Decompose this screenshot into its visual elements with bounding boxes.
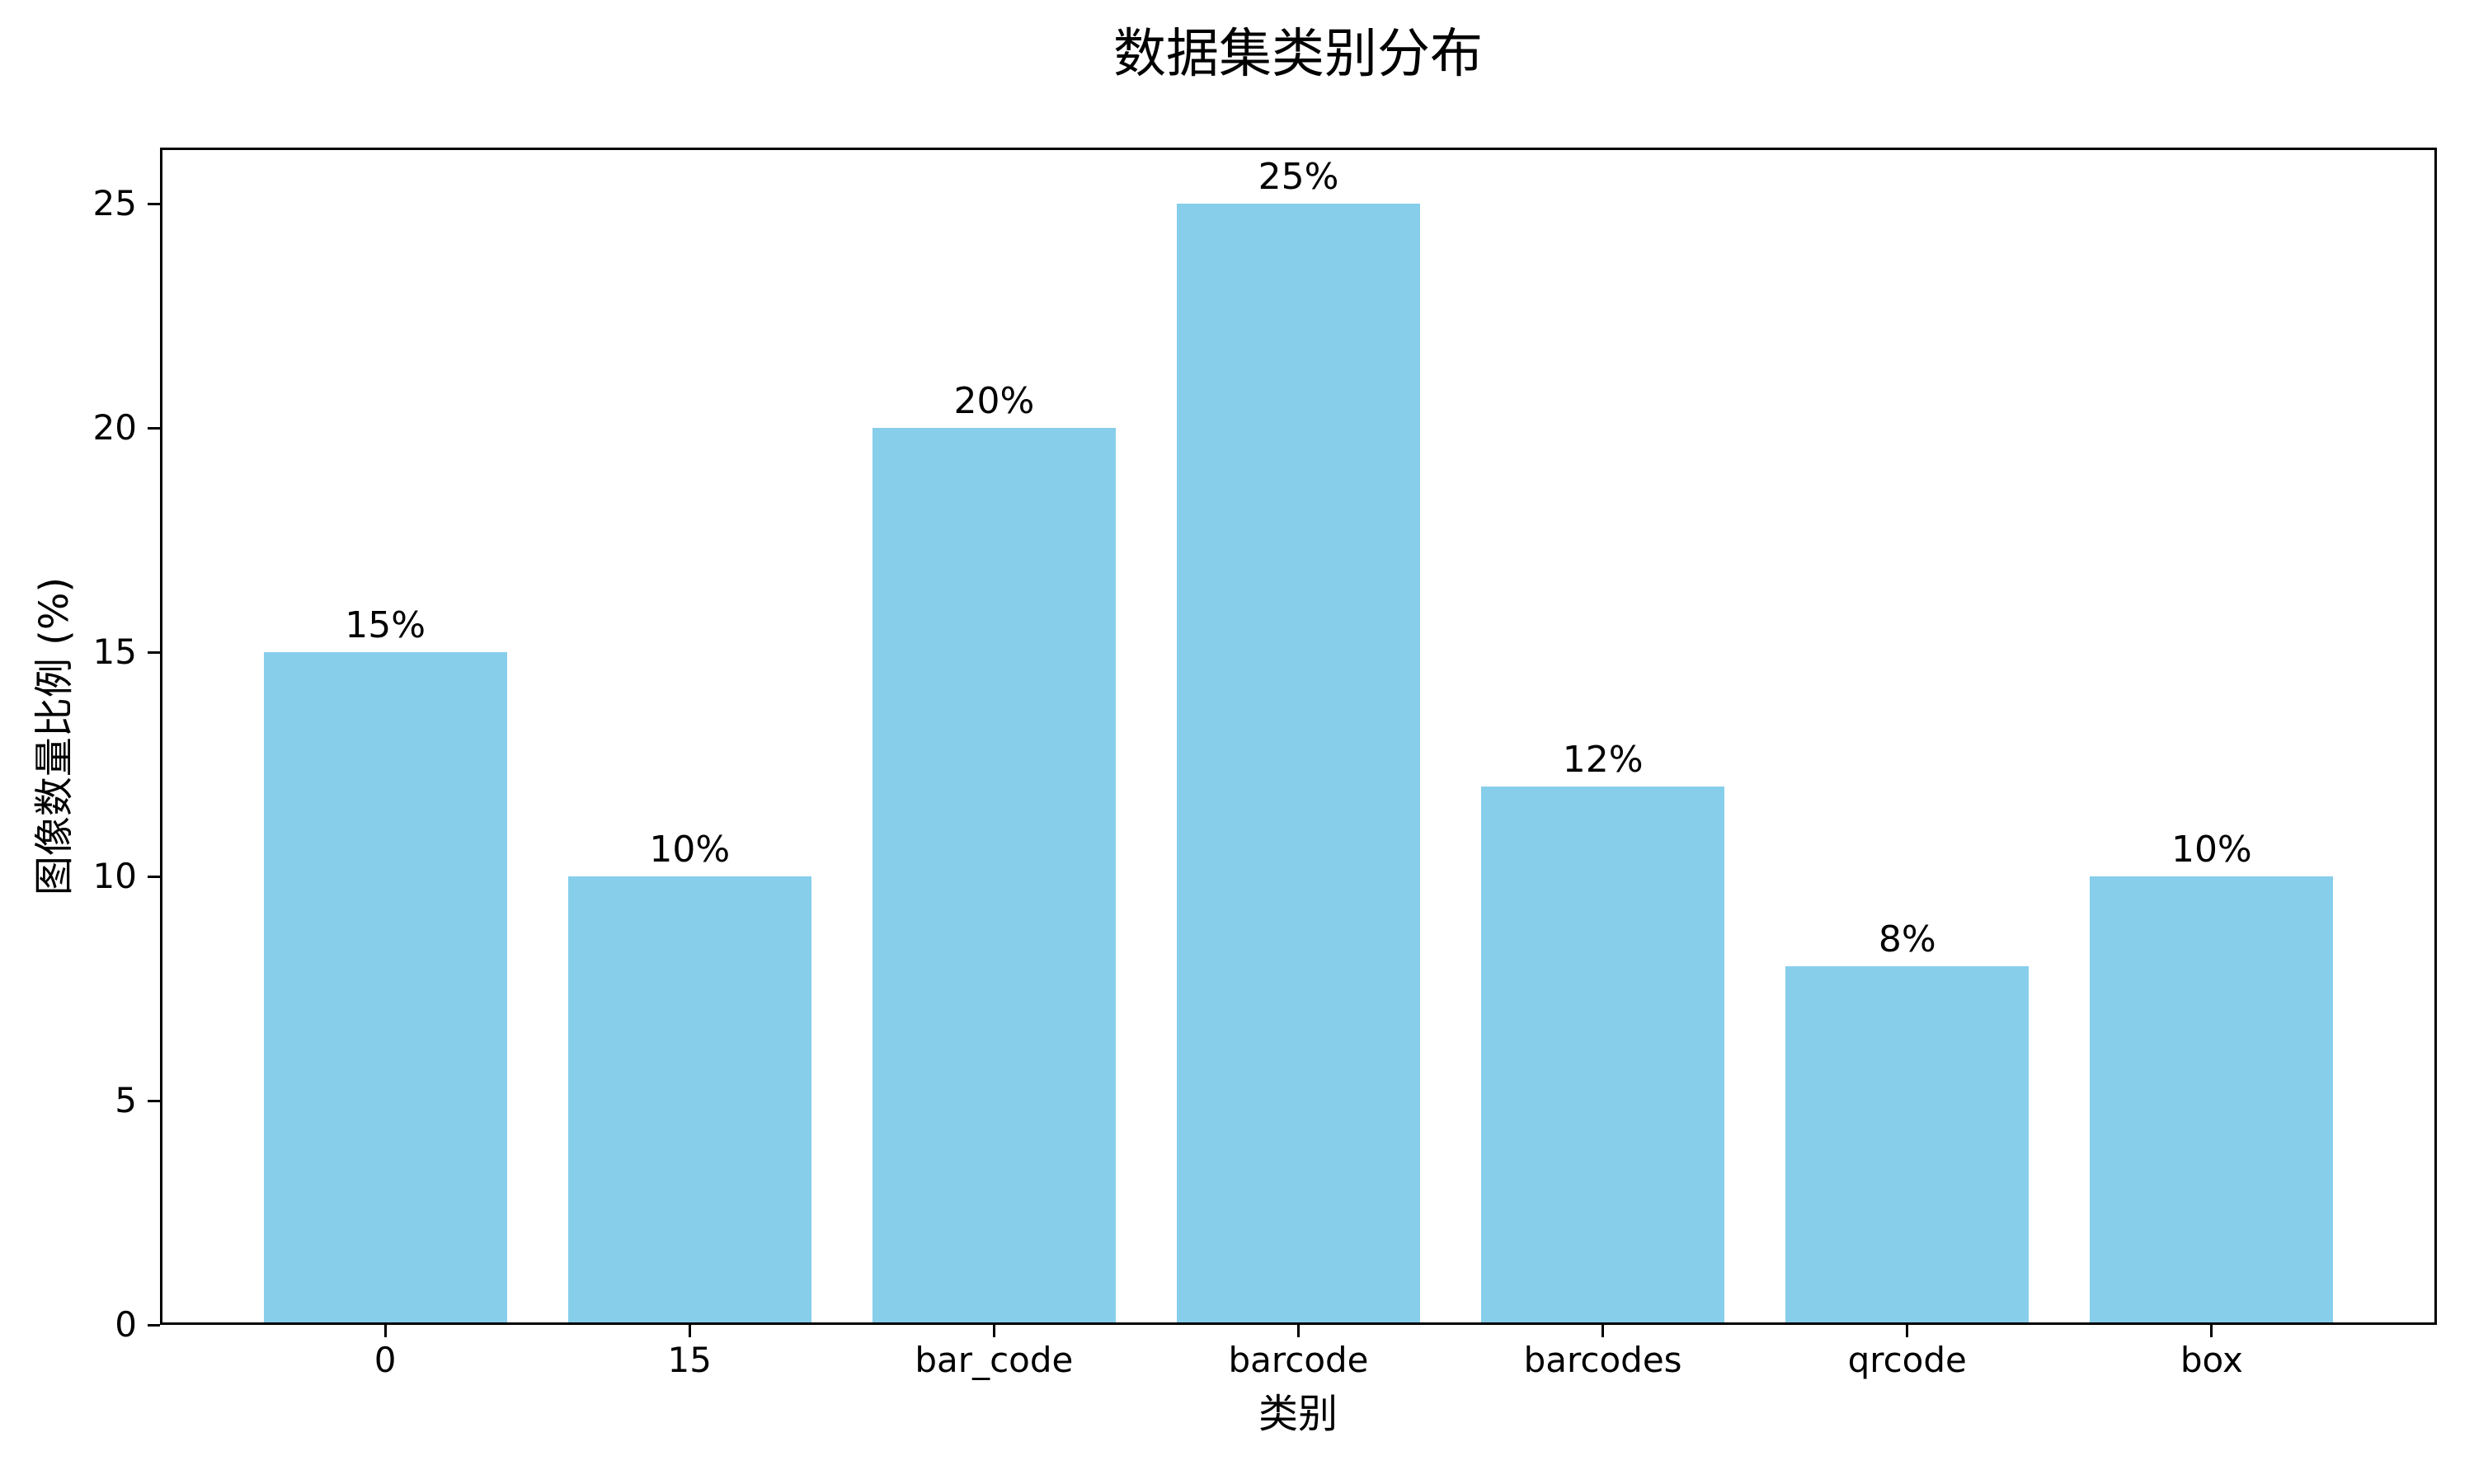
bar-bar_code xyxy=(872,428,1117,1325)
x-tick-mark xyxy=(992,1325,995,1337)
x-tick-label: barcodes xyxy=(1523,1340,1682,1380)
x-tick-label: 15 xyxy=(667,1340,712,1380)
y-axis-label: 图像数量比例 (%) xyxy=(31,576,78,896)
chart-title: 数据集类别分布 xyxy=(1113,24,1483,85)
x-tick-mark xyxy=(1602,1325,1605,1337)
bar-value-label: 20% xyxy=(953,380,1035,422)
x-tick-mark xyxy=(1906,1325,1909,1337)
x-tick-label: bar_code xyxy=(915,1340,1074,1380)
x-tick-label: qrcode xyxy=(1847,1340,1967,1380)
bar-qrcode xyxy=(1785,965,2030,1325)
plot-area xyxy=(160,148,2437,1325)
bar-value-label: 12% xyxy=(1562,739,1644,782)
bar-barcodes xyxy=(1480,787,1725,1325)
y-tick-mark xyxy=(148,1099,160,1102)
y-tick-mark xyxy=(148,426,160,430)
y-tick-label: 0 xyxy=(115,1304,137,1345)
x-tick-mark xyxy=(2210,1325,2213,1337)
bar-value-label: 10% xyxy=(2171,829,2252,871)
y-tick-mark xyxy=(148,650,160,654)
x-tick-mark xyxy=(1297,1325,1300,1337)
y-tick-mark xyxy=(148,202,160,205)
bar-15 xyxy=(567,876,811,1325)
bar-value-label: 10% xyxy=(649,829,731,871)
y-tick-label: 15 xyxy=(92,632,137,672)
y-tick-mark xyxy=(148,875,160,878)
x-tick-label: 0 xyxy=(374,1340,397,1380)
bar-0 xyxy=(263,652,507,1325)
x-tick-mark xyxy=(688,1325,691,1337)
y-tick-mark xyxy=(148,1323,160,1327)
y-tick-label: 5 xyxy=(115,1080,137,1120)
y-tick-label: 10 xyxy=(92,856,137,896)
x-tick-label: barcode xyxy=(1228,1340,1369,1380)
bar-value-label: 25% xyxy=(1258,156,1339,198)
bar-box xyxy=(2090,876,2334,1325)
bar-barcode xyxy=(1176,204,1421,1325)
x-tick-mark xyxy=(383,1325,387,1337)
y-tick-label: 20 xyxy=(92,407,137,448)
bar-value-label: 8% xyxy=(1878,918,1936,960)
y-tick-label: 25 xyxy=(92,183,137,223)
x-tick-label: box xyxy=(2180,1340,2243,1380)
bar-value-label: 15% xyxy=(345,604,426,646)
x-axis-label: 类别 xyxy=(1258,1391,1338,1437)
